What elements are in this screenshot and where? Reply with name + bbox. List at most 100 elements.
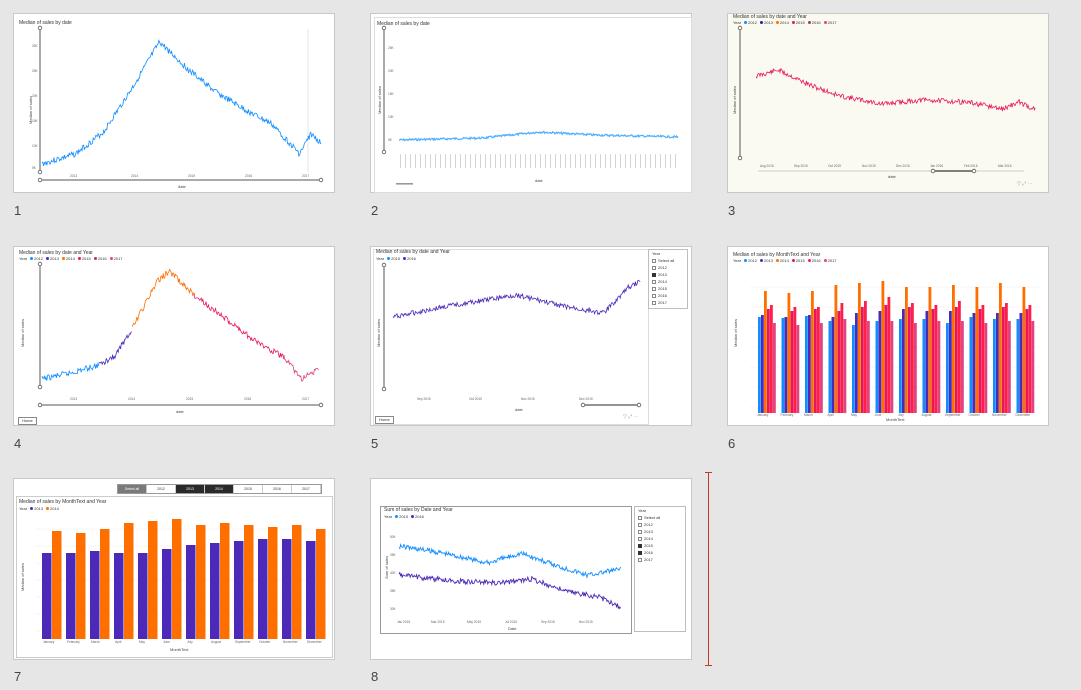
bar <box>787 293 791 413</box>
y-tick: 30K <box>390 607 396 611</box>
bar <box>958 301 961 413</box>
slicer-button[interactable]: 2015 <box>234 485 263 493</box>
bar <box>210 543 220 639</box>
bar <box>952 285 955 413</box>
bar <box>138 553 148 639</box>
year-slicer[interactable]: Year Select all 2012 2013 2014 2015 2016… <box>634 506 686 632</box>
bar <box>811 291 814 413</box>
slide-thumbnail-2[interactable]: Median of sales by date Median of sales … <box>370 13 692 193</box>
bar <box>196 525 206 639</box>
y-tick: 10K <box>388 115 394 119</box>
x-tick: 2015 <box>188 174 196 178</box>
bar <box>961 321 964 413</box>
bar <box>234 541 244 639</box>
slicer-option[interactable]: 2015 <box>635 542 685 549</box>
visual-header-icons[interactable]: ▽ ⤢ ⋯ <box>623 414 639 420</box>
slide-thumbnail-7[interactable]: Select all 2012 2013 2014 2015 2016 2017… <box>13 478 335 660</box>
legend-item: 2014 <box>65 256 75 261</box>
slide-number: 6 <box>728 436 736 451</box>
x-axis-label: date <box>515 407 523 412</box>
bar <box>220 523 230 639</box>
slicer-option[interactable]: 2012 <box>635 521 685 528</box>
slicer-option[interactable]: Select all <box>649 257 687 264</box>
legend: Year 2012 2013 2014 2015 2016 2017 <box>733 20 837 25</box>
bar <box>934 305 938 413</box>
bar <box>855 313 858 413</box>
home-button[interactable]: Home <box>375 416 394 424</box>
slide-thumbnail-5[interactable]: Median of sales by date and Year Year 20… <box>370 246 692 426</box>
x-tick: June <box>874 413 882 417</box>
slicer-option[interactable]: 2016 <box>649 292 687 299</box>
bar <box>784 317 788 413</box>
bar <box>292 525 302 639</box>
bar <box>875 321 879 413</box>
bar <box>767 309 770 413</box>
slicer-button[interactable]: Select all <box>118 485 147 493</box>
x-tick: 2017 <box>302 174 310 178</box>
x-tick: October <box>259 640 271 644</box>
bar <box>884 305 888 413</box>
x-tick: 2016 <box>245 174 253 178</box>
bar <box>911 303 914 413</box>
slicer-button[interactable]: 2016 <box>263 485 292 493</box>
bar <box>925 311 929 413</box>
bar <box>148 521 158 639</box>
legend-item: 2016 <box>811 20 821 25</box>
bar <box>914 323 917 413</box>
bar <box>978 309 982 413</box>
bar <box>781 318 785 413</box>
slicer-button[interactable]: 2013 <box>176 485 205 493</box>
bar <box>114 553 124 639</box>
legend-item: 2016 <box>415 514 424 519</box>
bar <box>858 283 861 413</box>
x-axis-label: date <box>888 174 896 179</box>
slicer-option[interactable]: 2016 <box>635 549 685 556</box>
x-tick: Nov 2015 <box>521 397 535 401</box>
slide-thumbnail-3[interactable]: Median of sales by date and Year Year 20… <box>727 13 1049 193</box>
slicer-option[interactable]: 2014 <box>649 278 687 285</box>
bar <box>42 553 52 639</box>
bar <box>861 307 864 413</box>
slicer-option[interactable]: 2014 <box>635 535 685 542</box>
slicer-option[interactable]: 2013 <box>635 528 685 535</box>
legend-item: 2012 <box>34 256 43 261</box>
slicer-button[interactable]: 2014 <box>205 485 234 493</box>
visual-header-icons[interactable]: ▽ ⤢ ⋯ <box>1017 181 1033 187</box>
x-tick: Dec 2015 <box>579 397 593 401</box>
slicer-button[interactable]: 2012 <box>147 485 176 493</box>
slide-thumbnail-6[interactable]: Median of sales by MonthText and Year Ye… <box>727 246 1049 426</box>
bar <box>817 307 820 413</box>
x-axis-label: MonthText <box>170 647 189 652</box>
x-tick: October <box>968 413 980 417</box>
legend-item: 2016 <box>97 256 107 261</box>
x-tick: Jan 2015 <box>397 620 411 624</box>
slicer-option[interactable]: 2012 <box>649 264 687 271</box>
bar <box>172 519 182 639</box>
bar <box>306 541 316 639</box>
x-tick: Oct 2015 <box>469 397 482 401</box>
home-button[interactable]: Home <box>18 417 37 425</box>
slide-thumbnail-8[interactable]: Sum of sales by Date and Year Year 2015 … <box>370 478 692 660</box>
y-tick: 50K <box>390 535 396 539</box>
checkbox <box>638 557 642 562</box>
slicer-option[interactable]: Select all <box>635 514 685 521</box>
year-slicer[interactable]: Year Select all 2012 2013 2014 2015 2016… <box>648 249 688 309</box>
slicer-option[interactable]: 2017 <box>635 556 685 563</box>
x-tick: Oct 2015 <box>828 164 841 168</box>
year-button-slicer[interactable]: Select all 2012 2013 2014 2015 2016 2017 <box>117 484 322 494</box>
bar <box>949 311 952 413</box>
bar <box>124 523 134 639</box>
slicer-title: Year <box>638 508 647 513</box>
slicer-option[interactable]: 2013 <box>649 271 687 278</box>
x-tick: April <box>115 640 122 644</box>
slicer-button[interactable]: 2017 <box>292 485 321 493</box>
slicer-option[interactable]: 2017 <box>649 299 687 306</box>
bar <box>244 525 254 639</box>
slide-thumbnail-1[interactable]: Median of sales by date Median of sales … <box>13 13 335 193</box>
slide-thumbnail-4[interactable]: Median of sales by date and Year Year 20… <box>13 246 335 426</box>
slicer-option[interactable]: 2015 <box>649 285 687 292</box>
checkbox <box>652 272 656 277</box>
x-tick: December <box>1015 413 1031 417</box>
bar <box>1022 287 1026 413</box>
x-axis-label: date <box>178 184 186 189</box>
